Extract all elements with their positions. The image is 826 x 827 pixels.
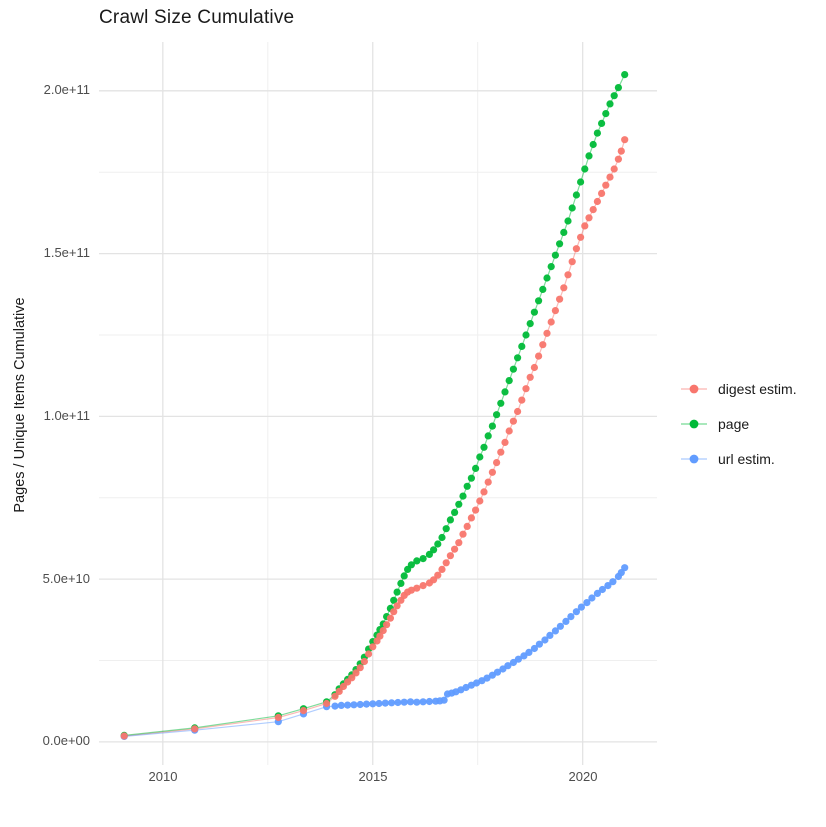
y-tick-label-15e11: 1.5e+11 — [43, 245, 90, 260]
legend-key-url-estim-icon — [681, 454, 707, 463]
legend-item-label: url estim. — [718, 450, 775, 467]
y-axis-title: Pages / Unique Items Cumulative — [12, 297, 28, 513]
chart-title: Crawl Size Cumulative — [99, 7, 295, 28]
y-tick-label-0: 0.0e+00 — [42, 733, 90, 748]
x-tick-label-2020: 2020 — [568, 769, 598, 784]
legend-item-url-estim: url estim. — [681, 441, 797, 476]
legend-item-digest-estim: digest estim. — [681, 371, 797, 406]
x-tick-label-2010: 2010 — [148, 769, 178, 784]
y-tick-label-5e10: 5.0e+10 — [42, 571, 90, 586]
y-tick-label-1e11: 1.0e+11 — [43, 408, 90, 423]
legend-item-label: digest estim. — [718, 380, 797, 397]
legend-key-digest-estim-icon — [681, 384, 707, 393]
legend-key-page-icon — [681, 419, 707, 428]
legend-item-label: page — [718, 415, 750, 432]
legend-item-page: page — [681, 406, 797, 441]
x-tick-label-2015: 2015 — [358, 769, 388, 784]
legend: digest estim. page url estim. — [681, 371, 797, 476]
y-tick-label-2e11: 2.0e+11 — [43, 82, 90, 97]
